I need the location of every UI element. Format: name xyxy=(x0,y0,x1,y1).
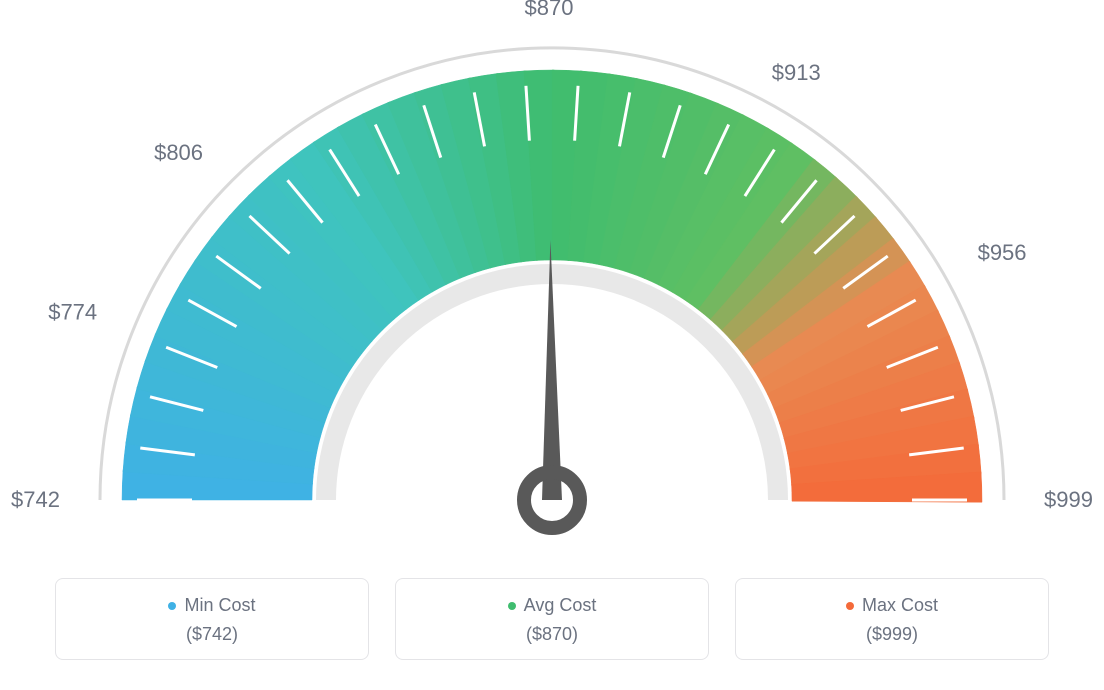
legend-label-avg: Avg Cost xyxy=(524,595,597,616)
tick-label: $774 xyxy=(48,299,97,324)
legend-dot-max xyxy=(846,602,854,610)
tick-label: $999 xyxy=(1044,487,1093,512)
legend-value-min: ($742) xyxy=(186,624,238,645)
legend-label-max: Max Cost xyxy=(862,595,938,616)
legend-card-min: Min Cost ($742) xyxy=(55,578,369,660)
legend-card-avg: Avg Cost ($870) xyxy=(395,578,709,660)
legend-row: Min Cost ($742) Avg Cost ($870) Max Cost… xyxy=(55,578,1049,660)
tick-label: $870 xyxy=(525,0,574,20)
legend-value-max: ($999) xyxy=(866,624,918,645)
cost-gauge: $742 $774 $806 $870 $913 $956 $999 xyxy=(0,0,1104,560)
legend-card-max: Max Cost ($999) xyxy=(735,578,1049,660)
tick-label: $913 xyxy=(772,60,821,85)
gauge-svg: $742 $774 $806 $870 $913 $956 $999 xyxy=(0,0,1104,560)
legend-dot-min xyxy=(168,602,176,610)
legend-dot-avg xyxy=(508,602,516,610)
tick-label: $806 xyxy=(154,140,203,165)
legend-value-avg: ($870) xyxy=(526,624,578,645)
legend-top-max: Max Cost xyxy=(846,595,938,616)
legend-top-avg: Avg Cost xyxy=(508,595,597,616)
legend-top-min: Min Cost xyxy=(168,595,255,616)
legend-label-min: Min Cost xyxy=(184,595,255,616)
tick-label: $742 xyxy=(11,487,60,512)
tick-label: $956 xyxy=(978,240,1027,265)
